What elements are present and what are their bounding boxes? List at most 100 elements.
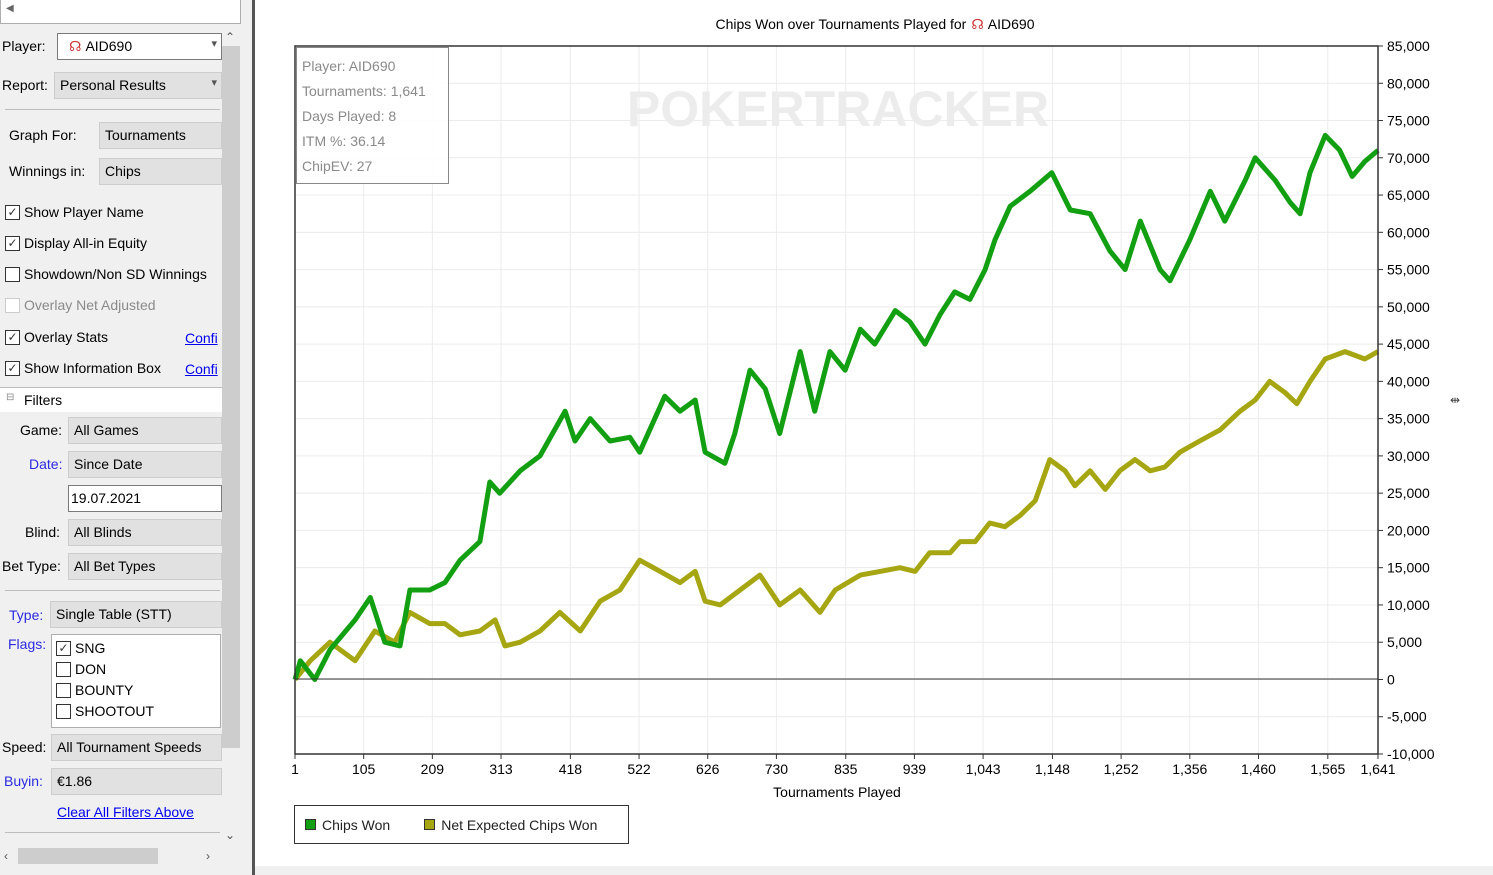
pokertracker-watermark: POKERTRACKER xyxy=(627,81,1049,137)
x-axis-label: Tournaments Played xyxy=(773,784,901,800)
x-tick-label: 522 xyxy=(627,761,651,777)
flag-label: BOUNTY xyxy=(75,682,134,698)
flag-sng-checkbox[interactable]: ✓ SNG xyxy=(56,640,105,656)
scroll-left-icon[interactable]: ‹ xyxy=(4,849,8,863)
y-ticks: 85,000 80,000 75,000 70,000 65,000 60,000 55,0… xyxy=(1378,38,1435,762)
y-tick-label: 10,000 xyxy=(1387,597,1430,613)
type-label[interactable]: Type: xyxy=(9,607,44,623)
checkbox-checked-icon: ✓ xyxy=(5,235,20,251)
speed-select[interactable]: All Tournament Speeds xyxy=(51,734,222,761)
x-tick-label: 1,252 xyxy=(1104,761,1139,777)
graph-for-select[interactable]: Tournaments xyxy=(99,122,222,149)
checkbox-unchecked-icon xyxy=(56,682,71,698)
x-tick-label: 835 xyxy=(834,761,858,777)
top-scroll-strip[interactable]: ◀ xyxy=(0,0,241,24)
scroll-left-icon[interactable]: ◀ xyxy=(6,3,14,14)
vertical-scroll-thumb[interactable] xyxy=(222,46,240,748)
winnings-in-label: Winnings in: xyxy=(9,163,86,179)
flag-bounty-checkbox[interactable]: BOUNTY xyxy=(56,682,133,698)
overlay-stats-checkbox[interactable]: ✓ Overlay Stats xyxy=(5,329,108,345)
flags-list[interactable]: ✓ SNG DON BOUNTY SHOOTOUT xyxy=(51,634,221,728)
display-allin-equity-checkbox[interactable]: ✓ Display All-in Equity xyxy=(5,235,147,251)
configure-overlay-stats-link[interactable]: Confi xyxy=(185,330,218,346)
game-select[interactable]: All Games xyxy=(68,417,222,444)
info-itm: ITM %: 36.14 xyxy=(302,133,386,149)
info-chipev: ChipEV: 27 xyxy=(302,158,373,174)
buyin-value: €1.86 xyxy=(57,773,93,789)
option-label: Overlay Net Adjusted xyxy=(24,297,156,313)
x-ticks: 1 105 209 313 418 522 626 730 835 939 1,043 1,148 1,… xyxy=(291,754,1396,777)
flag-label: SHOOTOUT xyxy=(75,703,155,719)
graph-for-label: Graph For: xyxy=(9,127,77,143)
date-label[interactable]: Date: xyxy=(29,456,63,472)
chevron-down-icon: ▾ xyxy=(211,77,217,89)
checkbox-checked-icon: ✓ xyxy=(56,640,71,656)
blind-select[interactable]: All Blinds xyxy=(68,519,222,546)
buyin-label[interactable]: Buyin: xyxy=(4,773,43,789)
divider xyxy=(5,109,220,110)
move-handle-icon[interactable]: ⇹ xyxy=(1450,393,1460,407)
chevron-down-icon: ▾ xyxy=(211,38,217,50)
horizontal-scroll-thumb[interactable] xyxy=(18,848,158,864)
y-tick-label: 75,000 xyxy=(1387,113,1430,129)
date-input[interactable]: 19.07.2021 xyxy=(68,485,222,512)
bet-type-select[interactable]: All Bet Types xyxy=(68,553,222,580)
flags-label[interactable]: Flags: xyxy=(8,636,47,652)
y-tick-label: 65,000 xyxy=(1387,187,1430,203)
clear-filters-link[interactable]: Clear All Filters Above xyxy=(57,804,194,820)
scroll-up-icon[interactable]: ⌃ xyxy=(225,30,236,44)
show-information-box-checkbox[interactable]: ✓ Show Information Box xyxy=(5,360,161,376)
configure-info-box-link[interactable]: Confi xyxy=(185,361,218,377)
x-tick-label: 1,148 xyxy=(1035,761,1070,777)
plot-frame xyxy=(294,45,1379,755)
checkbox-unchecked-icon xyxy=(56,703,71,719)
divider xyxy=(5,832,220,833)
player-site-icon: ☊ xyxy=(971,16,983,32)
x-tick-label: 209 xyxy=(421,761,445,777)
chart-title: Chips Won over Tournaments Played for ☊ AI… xyxy=(716,16,1035,32)
divider xyxy=(5,590,220,591)
report-select[interactable]: Personal Results ▾ xyxy=(54,72,222,99)
winnings-in-select[interactable]: Chips xyxy=(99,158,222,185)
report-value: Personal Results xyxy=(60,77,166,93)
flag-shootout-checkbox[interactable]: SHOOTOUT xyxy=(56,703,154,719)
report-label: Report: xyxy=(2,77,48,93)
checkbox-checked-icon: ✓ xyxy=(5,204,20,220)
checkbox-unchecked-icon xyxy=(5,266,20,282)
player-select[interactable]: ☊ AID690 ▾ xyxy=(57,33,222,60)
settings-panel: ◀ Player: ☊ AID690 ▾ Report: Personal Resu… xyxy=(0,0,242,875)
panel-splitter[interactable] xyxy=(242,0,255,875)
y-tick-label: 80,000 xyxy=(1387,75,1430,91)
blind-value: All Blinds xyxy=(74,524,132,540)
information-box: Player: AID690 Tournaments: 1,641 Days P… xyxy=(296,47,449,184)
chart-legend: Chips Won Net Expected Chips Won xyxy=(294,805,629,844)
filters-header[interactable]: ⊟ Filters xyxy=(0,388,222,412)
series-line-net-expected-chips-won xyxy=(293,349,1380,682)
option-label: Display All-in Equity xyxy=(24,235,147,251)
info-tournaments: Tournaments: 1,641 xyxy=(302,83,426,99)
legend-swatch-chips-won xyxy=(305,819,316,830)
y-tick-label: 60,000 xyxy=(1387,224,1430,240)
speed-label: Speed: xyxy=(2,739,47,755)
legend-swatch-net-expected xyxy=(424,819,436,830)
buyin-select[interactable]: €1.86 xyxy=(51,768,222,795)
scroll-down-icon[interactable]: ⌄ xyxy=(225,828,236,842)
showdown-winnings-checkbox[interactable]: Showdown/Non SD Winnings xyxy=(5,266,207,282)
date-select[interactable]: Since Date xyxy=(68,451,222,478)
x-tick-label: 105 xyxy=(352,761,376,777)
legend-label-chips-won: Chips Won xyxy=(322,816,391,833)
show-player-name-checkbox[interactable]: ✓ Show Player Name xyxy=(5,204,144,220)
bet-type-label: Bet Type: xyxy=(2,558,61,574)
flag-label: SNG xyxy=(75,640,106,656)
flag-don-checkbox[interactable]: DON xyxy=(56,661,106,677)
type-select[interactable]: Single Table (STT) xyxy=(50,601,222,628)
winnings-in-value: Chips xyxy=(105,163,141,179)
scroll-right-icon[interactable]: › xyxy=(206,849,210,863)
player-site-icon: ☊ xyxy=(69,38,82,54)
collapse-icon[interactable]: ⊟ xyxy=(6,392,15,403)
filters-title: Filters xyxy=(24,392,63,408)
series-lines xyxy=(292,132,1380,682)
y-tick-label: 45,000 xyxy=(1387,336,1430,352)
checkbox-unchecked-icon xyxy=(56,661,71,677)
